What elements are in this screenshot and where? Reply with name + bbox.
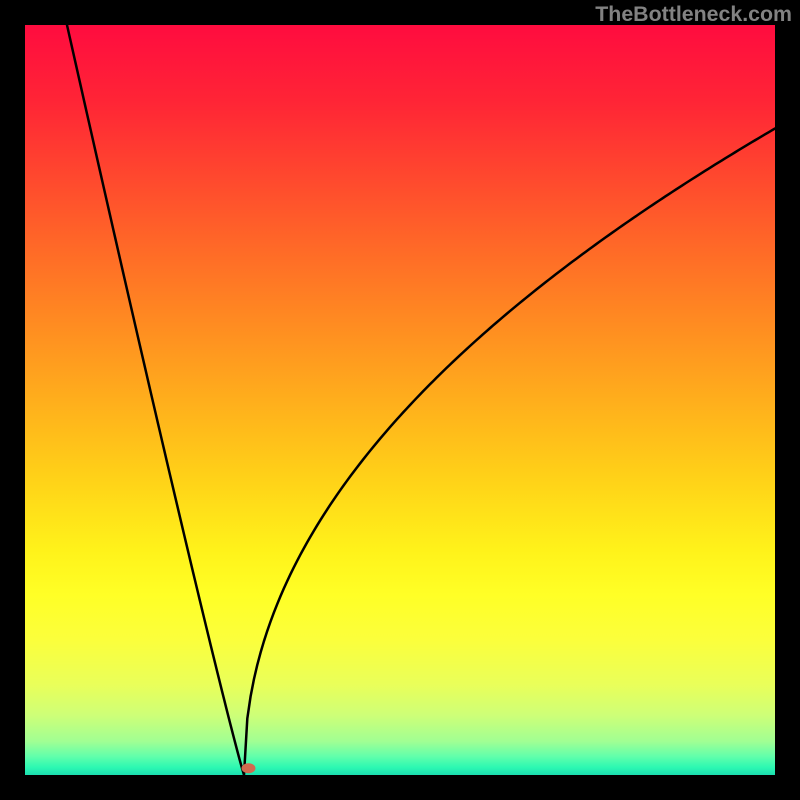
chart-canvas: TheBottleneck.com bbox=[0, 0, 800, 800]
bottleneck-chart bbox=[0, 0, 800, 800]
chart-plot-area bbox=[25, 25, 775, 775]
watermark-text: TheBottleneck.com bbox=[595, 2, 792, 27]
optimal-point-marker bbox=[242, 763, 256, 773]
